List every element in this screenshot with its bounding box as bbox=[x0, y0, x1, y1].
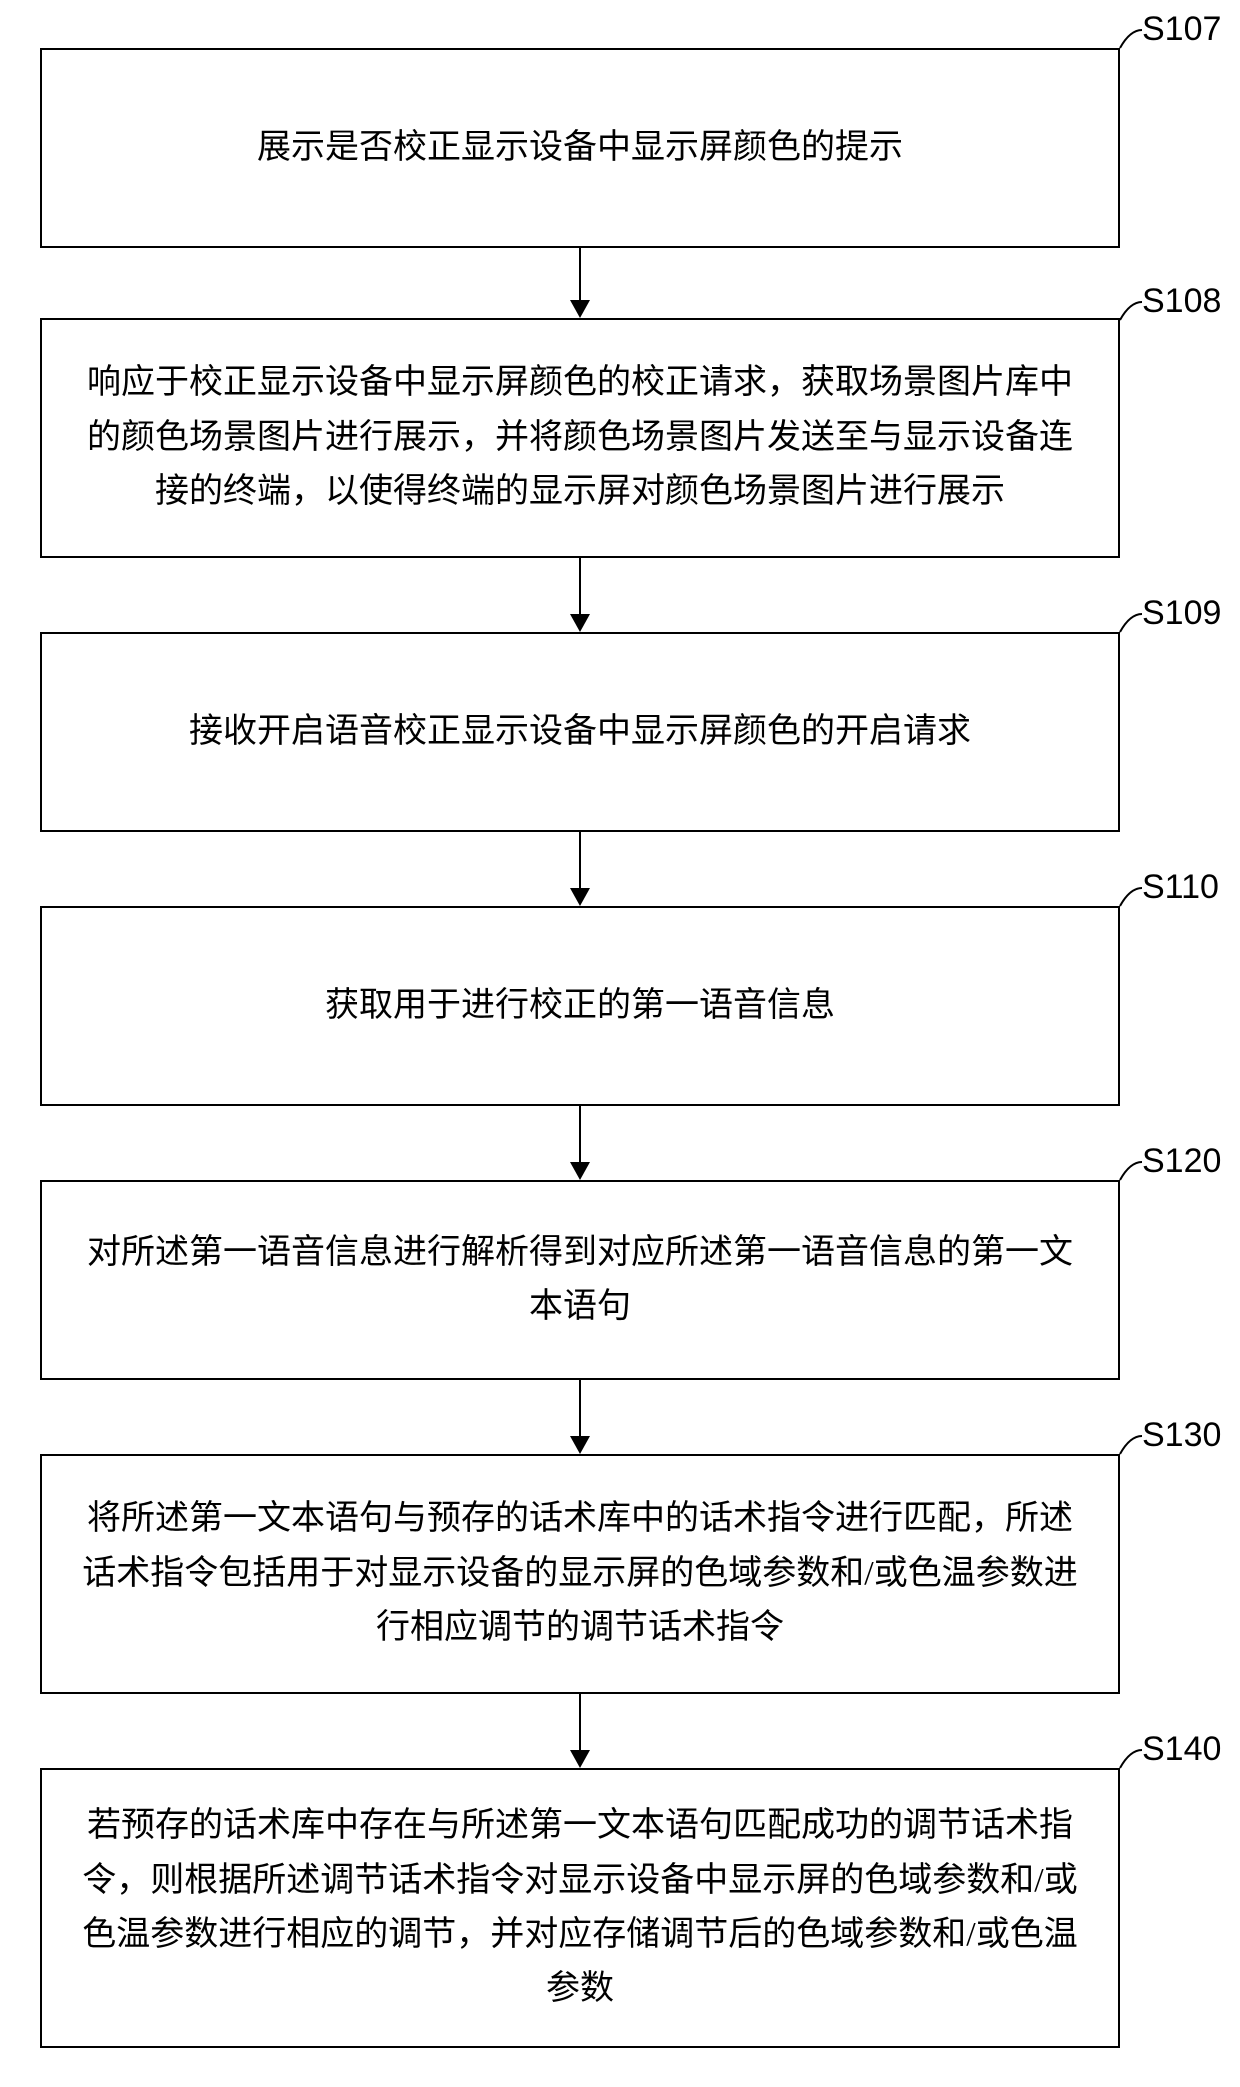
flowchart-canvas: 展示是否校正显示设备中显示屏颜色的提示 S107 响应于校正显示设备中显示屏颜色的校… bbox=[0, 0, 1240, 2087]
step-label-s109: S109 bbox=[1142, 594, 1221, 633]
leader-s130 bbox=[1118, 1434, 1144, 1456]
arrow-s108-s109 bbox=[579, 558, 581, 614]
step-label-s108: S108 bbox=[1142, 282, 1221, 321]
leader-s120 bbox=[1118, 1160, 1144, 1182]
arrow-head-s120-s130 bbox=[570, 1436, 590, 1454]
flow-node-text-s108: 响应于校正显示设备中显示屏颜色的校正请求，获取场景图片库中的颜色场景图片进行展示… bbox=[72, 356, 1088, 519]
arrow-head-s130-s140 bbox=[570, 1750, 590, 1768]
leader-s107 bbox=[1118, 28, 1144, 50]
flow-node-text-s110: 获取用于进行校正的第一语音信息 bbox=[325, 979, 835, 1033]
flow-node-s140: 若预存的话术库中存在与所述第一文本语句匹配成功的调节话术指令，则根据所述调节话术… bbox=[40, 1768, 1120, 2048]
arrow-s120-s130 bbox=[579, 1380, 581, 1436]
arrow-s109-s110 bbox=[579, 832, 581, 888]
flow-node-s120: 对所述第一语音信息进行解析得到对应所述第一语音信息的第一文本语句 bbox=[40, 1180, 1120, 1380]
arrow-s130-s140 bbox=[579, 1694, 581, 1750]
step-label-s107: S107 bbox=[1142, 10, 1221, 49]
flow-node-text-s130: 将所述第一文本语句与预存的话术库中的话术指令进行匹配，所述话术指令包括用于对显示… bbox=[72, 1492, 1088, 1655]
flow-node-text-s120: 对所述第一语音信息进行解析得到对应所述第一语音信息的第一文本语句 bbox=[72, 1226, 1088, 1335]
leader-s140 bbox=[1118, 1748, 1144, 1770]
flow-node-s110: 获取用于进行校正的第一语音信息 bbox=[40, 906, 1120, 1106]
arrow-s110-s120 bbox=[579, 1106, 581, 1162]
leader-s108 bbox=[1118, 300, 1144, 322]
arrow-head-s108-s109 bbox=[570, 614, 590, 632]
step-label-s110: S110 bbox=[1142, 868, 1219, 907]
arrow-head-s107-s108 bbox=[570, 300, 590, 318]
flow-node-s130: 将所述第一文本语句与预存的话术库中的话术指令进行匹配，所述话术指令包括用于对显示… bbox=[40, 1454, 1120, 1694]
flow-node-text-s109: 接收开启语音校正显示设备中显示屏颜色的开启请求 bbox=[189, 705, 971, 759]
step-label-s140: S140 bbox=[1142, 1730, 1221, 1769]
flow-node-text-s140: 若预存的话术库中存在与所述第一文本语句匹配成功的调节话术指令，则根据所述调节话术… bbox=[72, 1799, 1088, 2017]
leader-s110 bbox=[1118, 886, 1144, 908]
arrow-head-s109-s110 bbox=[570, 888, 590, 906]
step-label-s120: S120 bbox=[1142, 1142, 1221, 1181]
step-label-s130: S130 bbox=[1142, 1416, 1221, 1455]
arrow-s107-s108 bbox=[579, 248, 581, 300]
leader-s109 bbox=[1118, 612, 1144, 634]
flow-node-s109: 接收开启语音校正显示设备中显示屏颜色的开启请求 bbox=[40, 632, 1120, 832]
flow-node-s108: 响应于校正显示设备中显示屏颜色的校正请求，获取场景图片库中的颜色场景图片进行展示… bbox=[40, 318, 1120, 558]
flow-node-s107: 展示是否校正显示设备中显示屏颜色的提示 bbox=[40, 48, 1120, 248]
arrow-head-s110-s120 bbox=[570, 1162, 590, 1180]
flow-node-text-s107: 展示是否校正显示设备中显示屏颜色的提示 bbox=[257, 121, 903, 175]
